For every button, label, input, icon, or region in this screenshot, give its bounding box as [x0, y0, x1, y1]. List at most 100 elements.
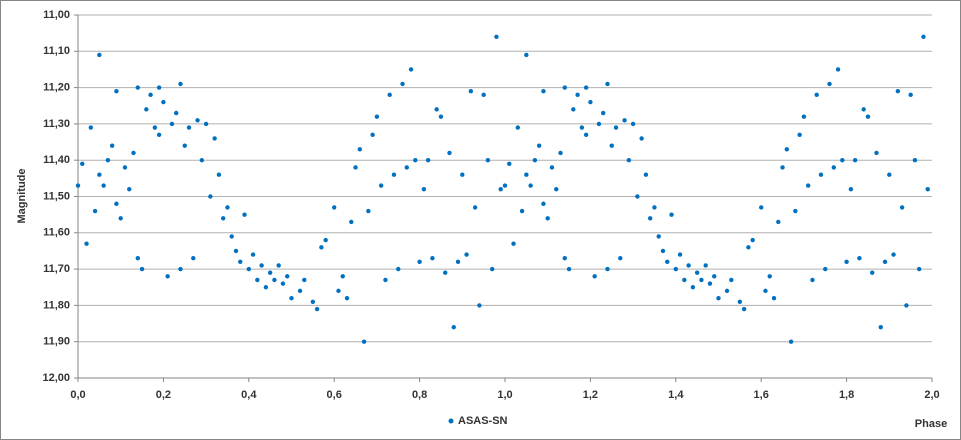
data-point [690, 285, 696, 290]
data-point [276, 263, 281, 268]
data-point [396, 266, 401, 272]
data-point [323, 237, 328, 243]
data-point [532, 158, 538, 163]
data-point [242, 212, 247, 217]
data-point [899, 205, 905, 210]
data-point [682, 277, 687, 283]
data-point [882, 259, 888, 265]
data-point [596, 121, 602, 127]
data-point [686, 263, 691, 268]
data-point [703, 263, 708, 268]
data-point [831, 165, 836, 170]
data-point [263, 285, 269, 290]
data-point [566, 266, 572, 272]
data-point [216, 172, 222, 177]
data-point [477, 303, 482, 308]
data-point [272, 277, 277, 283]
data-point [507, 161, 512, 167]
data-point [677, 252, 683, 257]
data-point [925, 187, 930, 192]
data-point [387, 92, 392, 98]
data-point [297, 288, 303, 294]
data-point [575, 92, 580, 98]
data-point [186, 125, 192, 130]
data-point [848, 187, 854, 192]
data-point [630, 121, 636, 127]
data-point [344, 295, 350, 301]
data-point [80, 161, 85, 167]
data-point [857, 256, 862, 261]
y-tick-label: 11,40 [43, 154, 70, 166]
y-tick-label: 11,60 [43, 227, 70, 239]
data-point [861, 107, 866, 112]
data-point [588, 99, 593, 105]
data-point [746, 245, 751, 250]
data-point [191, 256, 196, 261]
data-point [92, 208, 98, 214]
data-point [776, 219, 781, 225]
data-point [357, 147, 363, 152]
data-point [302, 277, 307, 283]
data-point [874, 150, 879, 156]
y-tick-label: 11,70 [43, 263, 70, 275]
data-point [97, 52, 102, 58]
data-point [771, 295, 777, 301]
data-point [763, 288, 768, 294]
data-point [336, 288, 341, 294]
data-point [613, 125, 619, 130]
data-point [84, 241, 89, 246]
data-point [844, 259, 849, 265]
x-tick-label: 0,6 [327, 389, 342, 401]
x-tick-label: 1,0 [497, 389, 512, 401]
data-point [549, 165, 555, 170]
data-point [118, 216, 123, 221]
x-tick-label: 1,6 [754, 389, 769, 401]
data-point [741, 306, 747, 312]
legend-label: ASAS-SN [458, 415, 508, 427]
data-point [545, 216, 550, 221]
data-point [438, 114, 444, 119]
data-point [519, 208, 525, 214]
data-point [797, 132, 802, 137]
data-point [165, 274, 170, 279]
data-point [660, 248, 666, 254]
data-point [805, 183, 811, 188]
data-point [823, 266, 828, 272]
data-point [541, 89, 546, 94]
data-point [571, 107, 576, 112]
data-point [225, 205, 230, 210]
data-point [780, 165, 785, 170]
data-point [156, 85, 162, 90]
data-point [639, 136, 644, 141]
data-point [417, 259, 422, 265]
data-point [835, 67, 841, 72]
data-point [238, 259, 243, 265]
data-point [601, 110, 606, 116]
data-point [105, 158, 111, 163]
y-tick-label: 11,30 [43, 118, 70, 130]
data-point [912, 158, 918, 163]
data-point [161, 99, 166, 105]
data-point [558, 150, 563, 156]
data-point [182, 143, 187, 148]
data-point [810, 277, 815, 283]
data-point [515, 125, 521, 130]
data-point [174, 110, 179, 116]
x-tick-label: 1,4 [668, 389, 684, 401]
data-point [579, 125, 585, 130]
data-point [669, 212, 674, 217]
data-point [127, 187, 132, 192]
data-point [673, 266, 678, 272]
data-point [788, 339, 794, 344]
data-point [814, 92, 819, 98]
data-point [724, 288, 730, 294]
data-point [665, 259, 670, 265]
data-point [784, 147, 790, 152]
x-tick-label: 0,2 [156, 389, 171, 401]
data-point [131, 150, 136, 156]
data-point [203, 121, 209, 127]
data-point [443, 270, 448, 275]
data-point [605, 81, 610, 87]
data-point [349, 219, 354, 225]
